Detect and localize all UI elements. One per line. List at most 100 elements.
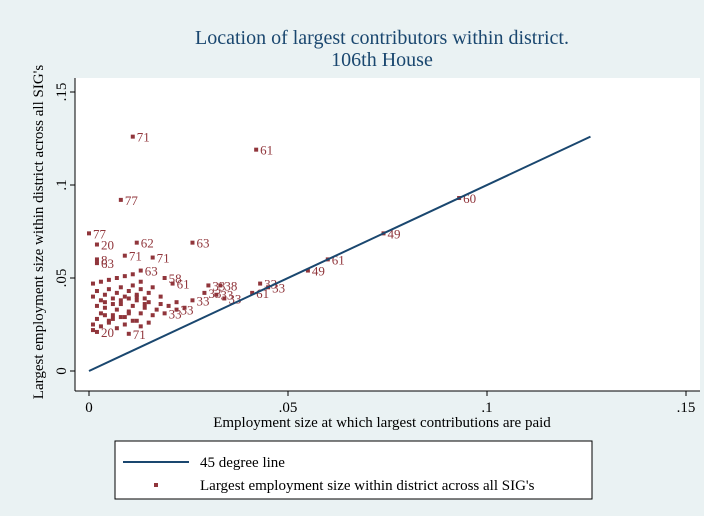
scatter-point: [114, 276, 119, 280]
scatter-point: [206, 283, 211, 288]
scatter-point: [150, 285, 155, 290]
point-label: 71: [133, 327, 146, 342]
x-tick-label: .15: [677, 400, 696, 416]
legend-label: 45 degree line: [200, 455, 285, 471]
point-label: 63: [101, 256, 114, 271]
scatter-point: [182, 305, 187, 310]
scatter-point: [174, 307, 179, 312]
scatter-point: [146, 320, 151, 325]
scatter-point: [130, 283, 135, 288]
scatter-point: [114, 307, 119, 312]
y-tick-label: .05: [54, 269, 70, 288]
scatter-point: [94, 242, 99, 247]
point-label: 20: [101, 238, 114, 253]
scatter-point: [94, 316, 99, 321]
scatter-point: [162, 276, 167, 280]
scatter-point: [106, 277, 111, 282]
point-label: 20: [101, 325, 114, 340]
scatter-point: [106, 320, 111, 325]
scatter-point: [134, 298, 139, 303]
scatter-point: [118, 302, 123, 307]
scatter-point: [122, 315, 127, 320]
scatter-point: [94, 303, 99, 308]
scatter-point: [162, 311, 167, 316]
point-label: 61: [260, 143, 273, 158]
point-label: 71: [157, 251, 170, 266]
x-tick-label: .05: [279, 400, 298, 416]
scatter-point: [90, 294, 95, 299]
scatter-point: [154, 307, 159, 312]
point-label: 33: [220, 288, 233, 303]
scatter-point: [174, 300, 179, 305]
scatter-point: [158, 302, 163, 307]
y-tick-label: .1: [54, 179, 70, 190]
y-axis-title: Largest employment size within district …: [31, 65, 47, 400]
scatter-point: [122, 294, 127, 299]
point-label: 38: [224, 278, 237, 293]
scatter-point: [258, 281, 263, 286]
scatter-point: [190, 298, 195, 303]
legend: [114, 440, 593, 500]
point-label: 63: [145, 264, 158, 279]
scatter-point: [130, 303, 135, 308]
scatter-point: [305, 268, 310, 273]
legend-label: Largest employment size within district …: [200, 478, 535, 494]
x-tick-label: 0: [85, 400, 93, 416]
point-label: 77: [125, 193, 139, 208]
scatter-point: [130, 272, 135, 277]
scatter-point: [150, 255, 155, 260]
scatter-point: [90, 322, 95, 327]
reference-line: [88, 135, 591, 372]
chart-title: Location of largest contributors within …: [195, 27, 569, 49]
y-tick-label: .15: [54, 83, 70, 102]
scatter-point: [138, 268, 143, 273]
scatter-point: [94, 261, 99, 266]
scatter-point: [222, 296, 227, 301]
scatter-point: [118, 315, 123, 320]
scatter-point: [94, 289, 99, 294]
scatter-point: [142, 305, 147, 310]
point-label: 49: [312, 264, 325, 279]
scatter-point: [122, 253, 127, 258]
scatter-point: [142, 296, 147, 301]
point-label: 71: [129, 249, 142, 264]
scatter-point: [126, 289, 131, 294]
scatter-point: [98, 279, 103, 284]
scatter-point: [126, 311, 131, 316]
scatter-point: [110, 316, 115, 321]
scatter-point: [106, 287, 111, 292]
scatter-point: [138, 287, 143, 292]
scatter-point: [254, 147, 259, 152]
legend-marker: [154, 483, 158, 487]
point-label: 8: [101, 252, 108, 267]
scatter-point: [134, 294, 139, 299]
chart-subtitle: 106th House: [331, 49, 433, 71]
scatter-point: [90, 281, 95, 286]
scatter-point: [170, 281, 175, 286]
x-axis-title: Employment size at which largest contrib…: [213, 415, 551, 431]
y-tick-label: 0: [54, 367, 70, 375]
scatter-point: [110, 302, 115, 307]
scatter-point: [146, 300, 151, 305]
point-label: 33: [196, 293, 209, 308]
point-label: 62: [141, 236, 154, 251]
scatter-point: [110, 296, 115, 301]
scatter-point: [214, 292, 219, 297]
scatter-point: [118, 197, 123, 202]
scatter-point: [94, 257, 99, 262]
scatter-point: [102, 305, 107, 310]
scatter-point: [102, 313, 107, 318]
scatter-point: [130, 318, 135, 323]
scatter-point: [134, 240, 139, 245]
scatter-point: [102, 300, 107, 305]
scatter-point: [122, 322, 127, 327]
scatter-point: [114, 290, 119, 295]
scatter-point: [122, 274, 127, 279]
scatter-point: [126, 296, 131, 301]
scatter-point: [202, 290, 207, 295]
point-label: 33: [181, 303, 194, 318]
scatter-point: [87, 231, 91, 236]
scatter-point: [146, 290, 151, 295]
scatter-point: [90, 328, 95, 333]
